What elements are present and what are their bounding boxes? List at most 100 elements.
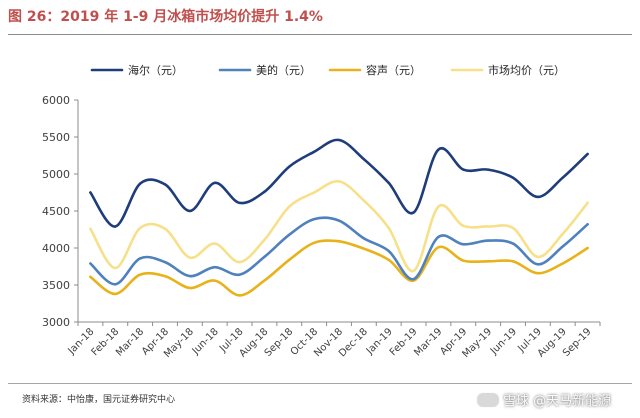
data-point (462, 224, 465, 227)
data-point (337, 240, 341, 243)
data-point (312, 150, 316, 153)
watermark-text: 雪球 @天马新能源 (503, 394, 612, 409)
data-point (188, 274, 192, 278)
series-line-3 (89, 239, 589, 297)
data-point (188, 256, 192, 259)
legend-label-1: 海尔（元） (128, 63, 183, 77)
data-point (312, 191, 316, 194)
data-point (511, 260, 515, 263)
data-point (263, 255, 266, 259)
data-point (288, 205, 291, 208)
data-point (238, 201, 241, 205)
data-point (362, 158, 366, 161)
data-point (263, 279, 266, 282)
data-point (387, 249, 390, 253)
data-point (362, 237, 366, 240)
data-point (188, 286, 192, 290)
data-point (586, 223, 589, 226)
source-divider (8, 383, 632, 384)
watermark: 雪球 @天马新能源 (476, 390, 611, 409)
series-group (89, 138, 589, 297)
data-point (437, 235, 440, 239)
data-point (138, 273, 142, 276)
x-tick-label: Jun-18 (190, 326, 221, 357)
data-point (486, 168, 490, 171)
legend-label-4: 市场均价（元） (488, 63, 565, 77)
data-point (412, 211, 415, 214)
data-point (437, 246, 440, 249)
y-tick-label: 5000 (42, 168, 70, 181)
line-chart: 海尔（元） 美的（元） 容声（元） 市场均价（元） 3000 3500 4000 4500 5… (42, 63, 601, 360)
data-point (188, 209, 192, 213)
y-axis: 3000 3500 4000 4500 5000 5500 6000 (42, 94, 79, 329)
y-tick-label: 5500 (42, 131, 70, 144)
legend-label-3: 容声（元） (366, 63, 421, 77)
data-point (536, 263, 540, 266)
data-point (238, 273, 241, 276)
legend-label-2: 美的（元） (256, 63, 311, 77)
data-point (263, 190, 266, 193)
data-point (288, 233, 291, 236)
y-tick-label: 4000 (42, 242, 70, 255)
data-point (486, 260, 490, 263)
data-point (337, 138, 341, 142)
y-tick-label: 4500 (42, 205, 70, 218)
data-point (437, 148, 440, 151)
data-point (511, 242, 515, 245)
source-note: 资料来源：中怡康，国元证券研究中心 (22, 395, 176, 405)
data-point (114, 266, 117, 270)
data-point (288, 258, 291, 262)
data-point (263, 238, 266, 242)
data-point (238, 294, 241, 297)
figure-title: 图 26：2019 年 1-9 月冰箱市场均价提升 1.4% (8, 9, 323, 25)
data-point (561, 176, 564, 179)
x-tick-label: Jun-19 (488, 326, 519, 357)
data-point (163, 227, 167, 230)
series-line-4 (89, 180, 589, 273)
data-point (213, 279, 216, 282)
data-point (288, 165, 291, 168)
data-point (138, 226, 142, 230)
data-point (114, 225, 117, 228)
data-point (536, 195, 540, 199)
data-point (89, 227, 92, 230)
data-point (462, 243, 465, 246)
data-point (238, 260, 241, 264)
data-point (89, 191, 92, 194)
y-tick-label: 6000 (42, 94, 70, 107)
data-point (561, 232, 564, 236)
data-point (387, 226, 390, 230)
data-point (312, 241, 316, 245)
title-divider (8, 34, 632, 35)
data-point (412, 277, 415, 281)
data-point (412, 269, 415, 273)
data-point (138, 182, 142, 185)
data-point (536, 255, 540, 259)
data-point (511, 226, 515, 230)
data-point (337, 219, 341, 222)
x-axis: Jan-18Feb-18Mar-18Apr-18May-18Jun-18Jul-… (66, 321, 601, 360)
data-point (362, 199, 366, 202)
chart-legend: 海尔（元） 美的（元） 容声（元） 市场均价（元） (90, 63, 565, 77)
data-point (337, 180, 341, 183)
data-point (437, 205, 440, 208)
data-point (114, 292, 117, 296)
data-point (536, 271, 540, 275)
data-point (312, 217, 316, 221)
data-point (586, 246, 589, 250)
data-point (138, 257, 142, 260)
data-point (387, 181, 390, 185)
y-tick-label: 3000 (42, 316, 70, 329)
data-point (561, 245, 564, 248)
data-point (114, 283, 117, 286)
data-point (213, 181, 216, 185)
data-point (163, 183, 167, 186)
x-tick-label: Mar-18 (114, 326, 146, 358)
data-point (511, 176, 515, 179)
data-point (561, 262, 564, 265)
data-point (163, 260, 167, 264)
data-point (89, 275, 92, 279)
data-point (362, 247, 366, 250)
watermark-logo-icon (476, 391, 500, 408)
data-point (462, 259, 465, 262)
